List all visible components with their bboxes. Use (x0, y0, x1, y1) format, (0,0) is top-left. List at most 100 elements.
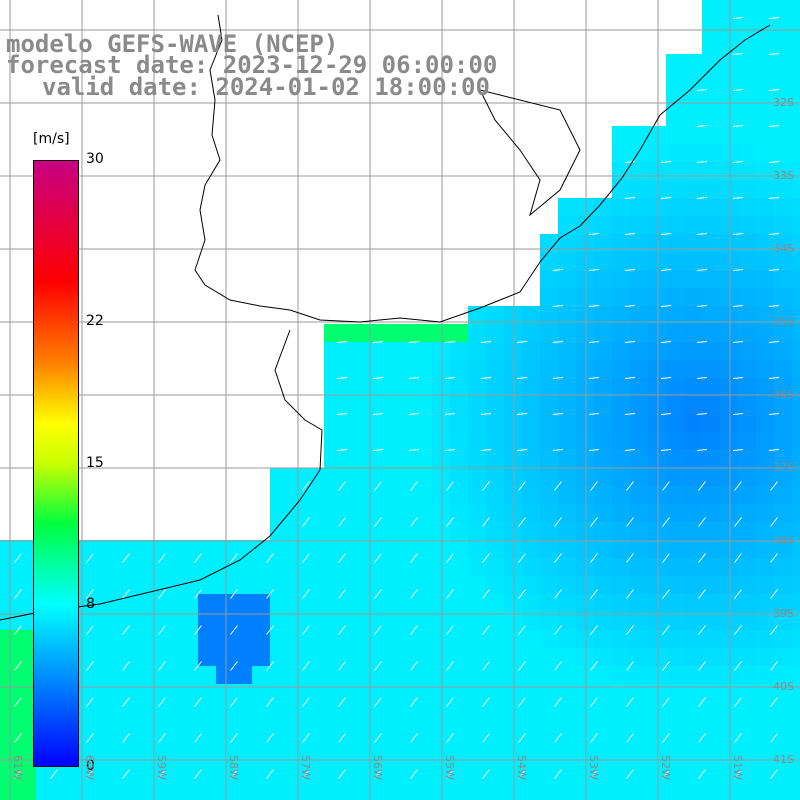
wind-arrow (626, 553, 634, 563)
speed-cell (684, 756, 702, 774)
speed-cell (792, 90, 800, 108)
speed-cell (486, 612, 504, 630)
speed-cell (468, 378, 486, 396)
speed-cell (756, 396, 774, 414)
wind-arrow (122, 733, 130, 743)
speed-cell (324, 558, 342, 576)
speed-cell (450, 594, 468, 612)
wind-arrow (696, 269, 708, 271)
speed-cell (126, 738, 144, 756)
speed-cell (648, 486, 666, 504)
speed-cell (684, 432, 702, 450)
speed-cell (738, 432, 756, 450)
wind-arrow (662, 625, 670, 635)
speed-cell (666, 648, 684, 666)
wind-arrow (480, 377, 492, 379)
wind-arrow (660, 197, 672, 199)
wind-arrow (302, 769, 310, 779)
speed-cell (396, 378, 414, 396)
wind-arrow (338, 733, 346, 743)
speed-cell (612, 306, 630, 324)
speed-cell (216, 720, 234, 738)
speed-cell (702, 36, 720, 54)
speed-cell (702, 324, 720, 342)
wind-arrow (338, 625, 346, 635)
speed-cell (162, 702, 180, 720)
speed-cell (396, 486, 414, 504)
speed-cell (558, 666, 576, 684)
wind-arrow (482, 481, 490, 491)
speed-cell (648, 612, 666, 630)
wind-arrow (696, 89, 708, 91)
speed-cell (756, 72, 774, 90)
speed-cell (756, 306, 774, 324)
speed-cell (432, 396, 450, 414)
speed-cell (180, 684, 198, 702)
speed-cell (216, 738, 234, 756)
wind-arrow (698, 661, 706, 671)
speed-cell (792, 774, 800, 792)
speed-cell (378, 792, 396, 800)
speed-cell (378, 468, 396, 486)
speed-cell (180, 594, 198, 612)
speed-cell (792, 18, 800, 36)
speed-cell (162, 540, 180, 558)
speed-cell (396, 450, 414, 468)
speed-cell (648, 522, 666, 540)
speed-cell (630, 702, 648, 720)
wind-arrow (14, 553, 22, 563)
speed-cell (576, 504, 594, 522)
speed-cell (378, 648, 396, 666)
speed-cell (252, 612, 270, 630)
speed-cell (702, 198, 720, 216)
speed-cell (432, 684, 450, 702)
speed-cell (216, 666, 234, 684)
speed-cell (180, 702, 198, 720)
speed-cell (432, 594, 450, 612)
speed-cell (684, 486, 702, 504)
speed-cell (684, 54, 702, 72)
speed-cell (144, 774, 162, 792)
speed-cell (504, 666, 522, 684)
speed-cell (594, 378, 612, 396)
speed-cell (522, 702, 540, 720)
speed-cell (216, 702, 234, 720)
speed-cell (378, 558, 396, 576)
speed-cell (378, 342, 396, 360)
speed-cell (684, 576, 702, 594)
speed-cell (648, 144, 666, 162)
speed-cell (630, 306, 648, 324)
speed-cell (702, 162, 720, 180)
speed-cell (432, 558, 450, 576)
speed-cell (252, 738, 270, 756)
speed-cell (288, 504, 306, 522)
speed-cell (432, 792, 450, 800)
speed-cell (738, 18, 756, 36)
wind-arrow (444, 341, 456, 343)
speed-cell (324, 432, 342, 450)
speed-cell (216, 684, 234, 702)
speed-cell (414, 774, 432, 792)
speed-cell (306, 792, 324, 800)
wind-arrow (302, 553, 310, 563)
speed-cell (324, 360, 342, 378)
speed-cell (630, 216, 648, 234)
wind-arrow (482, 661, 490, 671)
speed-cell (702, 738, 720, 756)
speed-cell (0, 648, 18, 666)
speed-cell (288, 558, 306, 576)
speed-cell (594, 342, 612, 360)
speed-cell (450, 738, 468, 756)
speed-cell (558, 378, 576, 396)
wind-arrow (482, 589, 490, 599)
wind-arrow (624, 233, 636, 235)
speed-cell (270, 738, 288, 756)
speed-cell (396, 756, 414, 774)
wind-arrow (518, 553, 526, 563)
speed-cell (540, 486, 558, 504)
speed-cell (522, 414, 540, 432)
speed-cell (756, 720, 774, 738)
speed-cell (342, 432, 360, 450)
speed-cell (540, 576, 558, 594)
